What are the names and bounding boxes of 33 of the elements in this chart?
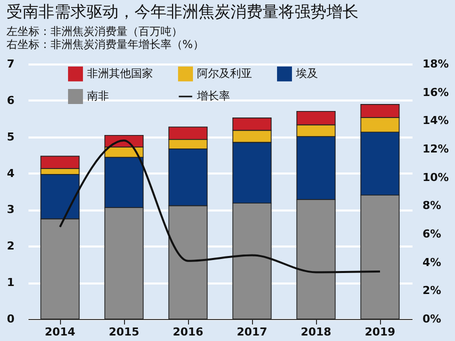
y2-tick-label: 18% — [422, 58, 449, 70]
y-tick-label: 3 — [6, 203, 14, 216]
x-tick-label: 2019 — [364, 326, 396, 338]
y2-tick-label: 16% — [422, 86, 449, 99]
y2-tick-label: 4% — [422, 256, 442, 269]
y-tick-label: 2 — [6, 240, 14, 253]
x-tick-label: 2014 — [44, 326, 76, 338]
legend-label: 增长率 — [196, 90, 230, 102]
y2-tick-label: 2% — [422, 284, 442, 298]
y2-tick-label: 8% — [422, 199, 442, 212]
y2-tick-label: 12% — [422, 142, 449, 156]
x-tick-label: 2018 — [300, 326, 332, 338]
x-tick-label: 2017 — [236, 326, 268, 338]
legend-label: 埃及 — [295, 66, 318, 80]
text: 右坐标：非洲焦炭消费量年增长率（%） — [6, 38, 204, 51]
y2-tick-label: 0% — [422, 312, 442, 326]
y-tick-label: 0 — [6, 312, 15, 326]
y2-tick-label: 6% — [422, 228, 442, 240]
y-tick-label: 6 — [6, 94, 15, 107]
y-tick-label: 5 — [6, 130, 14, 144]
legend-label: 非洲其他国家 — [87, 66, 153, 80]
text: 左坐标：非洲焦炭消费量（百万吨） — [6, 25, 182, 38]
x-tick-label: 2015 — [108, 326, 140, 338]
chart-title: 受南非需求驱动，今年非洲焦炭消费量将强势增长 — [6, 2, 358, 21]
x-tick-label: 2016 — [172, 326, 204, 338]
y2-tick-label: 14% — [422, 114, 449, 128]
line-series — [59, 140, 381, 274]
y-tick-label: 4 — [6, 166, 15, 180]
y-tick-label: 7 — [6, 58, 14, 70]
legend-label: 南非 — [87, 90, 109, 102]
legend-label: 阿尔及利亚 — [197, 66, 252, 80]
y-tick-label: 1 — [6, 276, 14, 290]
y2-tick-label: 10% — [422, 170, 449, 184]
